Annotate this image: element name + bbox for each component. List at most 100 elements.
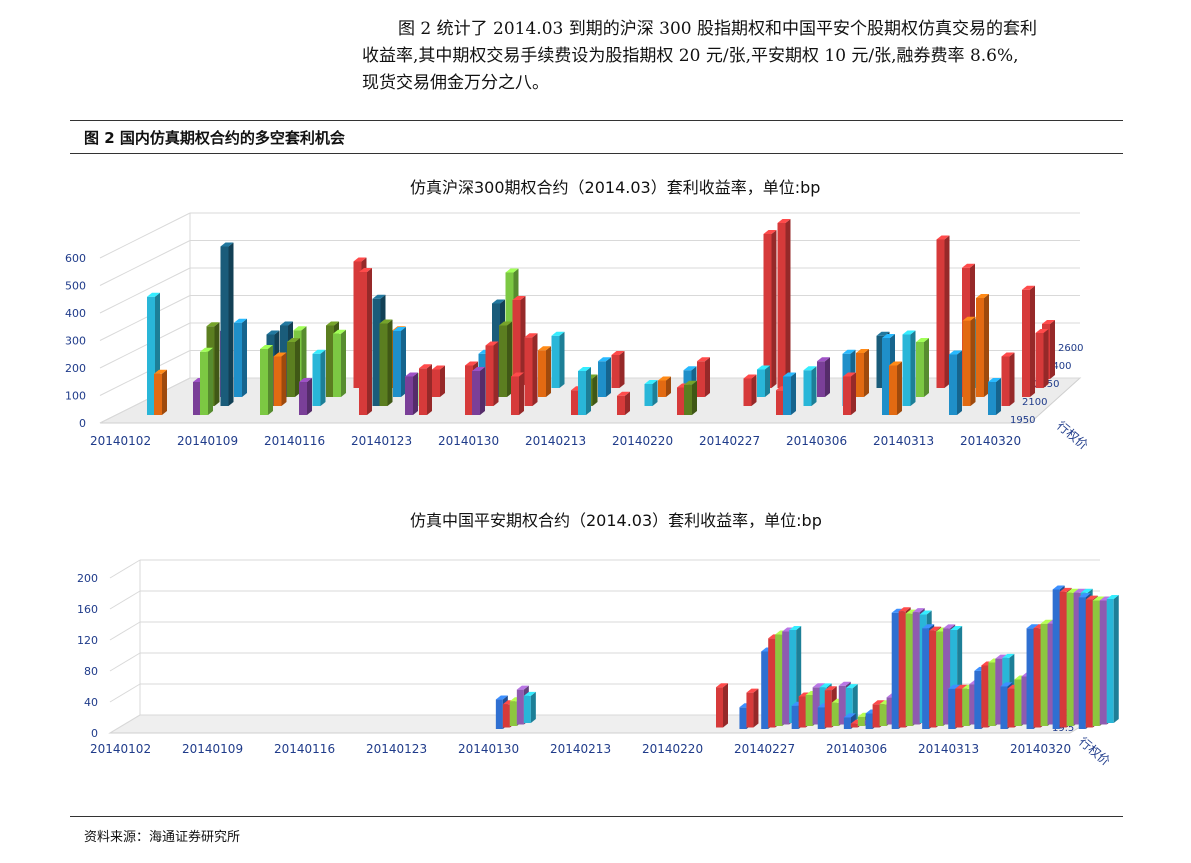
chart1-x-tick: 20140227	[699, 434, 760, 448]
chart1-bar	[379, 319, 393, 406]
chart2-grid-diag	[109, 683, 141, 703]
chart1-x-tick: 20140306	[786, 434, 847, 448]
chart1-bar	[936, 235, 950, 388]
paragraph-line-2: 收益率,其中期权交易手续费设为股指期权 20 元/张,平安期权 10 元/张,融…	[362, 46, 1019, 66]
chart1-bar	[512, 296, 526, 388]
chart1-depth-label: 行权价	[1054, 419, 1091, 453]
chart1-bar	[393, 327, 406, 397]
chart1-bar	[312, 349, 326, 406]
chart1-grid-diag	[99, 322, 191, 369]
chart2-x-tick: 20140109	[182, 742, 243, 756]
chart1-grid-diag	[99, 377, 191, 424]
chart1-bar	[988, 378, 1001, 415]
chart1-y-tick: 200	[65, 362, 86, 375]
chart1-bar	[511, 372, 524, 415]
chart1-bar	[976, 294, 989, 397]
chart2-x-tick: 20140227	[734, 742, 795, 756]
chart1-bar	[763, 230, 777, 388]
chart1-x-tick: 20140109	[177, 434, 238, 448]
chart1-x-tick: 20140313	[873, 434, 934, 448]
chart2-grid-diag	[109, 621, 141, 641]
chart1-title: 仿真沪深300期权合约（2014.03）套利收益率，单位:bp	[410, 178, 821, 197]
chart1-depth-tick: 1950	[1010, 415, 1035, 426]
chart1-bar	[1001, 352, 1015, 406]
chart2-grid-diag	[109, 559, 141, 579]
chart2-bar	[845, 684, 858, 723]
chart2-x-tick: 20140102	[90, 742, 151, 756]
chart1-bar	[538, 346, 551, 397]
chart1-grid-diag	[99, 295, 191, 341]
chart2-depth-label: 行权价	[1076, 735, 1113, 769]
chart2-bar	[716, 683, 728, 728]
chart2-bar	[746, 688, 759, 728]
chart1-bar	[843, 372, 856, 415]
chart1-bar	[817, 357, 830, 397]
chart1-bar	[472, 367, 485, 415]
chart2-grid-diag	[109, 714, 141, 734]
chart1-depth-tick: 2400	[1046, 361, 1071, 372]
paragraph-line-3: 现货交易佣金万分之八。	[362, 73, 549, 93]
chart2-x-tick: 20140213	[550, 742, 611, 756]
chart2-bar	[523, 691, 536, 723]
chart1-bar	[432, 365, 445, 397]
chart1-bar	[743, 374, 757, 406]
chart1-x-tick: 20140220	[612, 434, 673, 448]
source-note: 资料来源：海通证券研究所	[84, 830, 241, 845]
chart1-grid-diag	[99, 350, 191, 396]
figure-caption-bar: 图 2 国内仿真期权合约的多空套利机会	[70, 120, 1123, 154]
chart1-bar	[617, 391, 630, 415]
chart1-bar	[419, 364, 432, 415]
chart2-x-tick: 20140313	[918, 742, 979, 756]
chart2-y-tick: 40	[84, 696, 98, 709]
chart1-bar	[684, 380, 697, 415]
chart1-bar	[200, 347, 213, 415]
chart1-bar	[299, 378, 312, 415]
chart1-bar	[1022, 285, 1035, 397]
chart2-grid-diag	[109, 652, 141, 672]
chart2-y-tick: 160	[77, 603, 98, 616]
chart1-bar	[856, 349, 869, 397]
chart1-y-tick: 500	[65, 280, 86, 293]
chart1-bar	[949, 350, 962, 415]
chart1-depth-tick: 2100	[1022, 397, 1047, 408]
chart2-depth-tick: 19.5	[1052, 723, 1074, 734]
chart1-bar	[611, 351, 625, 388]
chart1-bar	[803, 366, 817, 406]
chart1-grid-diag	[99, 240, 191, 286]
chart2-bar	[1106, 595, 1119, 723]
chart2-title: 仿真中国平安期权合约（2014.03）套利收益率，单位:bp	[410, 511, 822, 530]
chart1-bar	[644, 380, 658, 406]
chart1-bar	[499, 321, 512, 397]
chart1-depth-tick: 2600	[1058, 343, 1083, 354]
chart2-grid-diag	[109, 590, 141, 610]
intro-paragraph: 图 2 统计了 2014.03 到期的沪深 300 股指期权和中国平安个股期权仿…	[362, 16, 1132, 97]
chart2-pingan: 0 40 80 120 160 200 20140102 20140109 20140116 20…	[77, 559, 1119, 769]
chart1-bar	[889, 361, 902, 415]
chart1-bar	[658, 376, 671, 397]
chart1-bar	[962, 316, 976, 406]
chart1-x-tick: 20140130	[438, 434, 499, 448]
bottom-rule	[70, 816, 1123, 817]
chart1-y-tick: 0	[79, 417, 86, 430]
chart1-bar	[273, 352, 287, 406]
chart1-bar	[1035, 329, 1049, 388]
chart1-bar	[902, 330, 916, 406]
chart1-bar	[359, 268, 372, 415]
chart2-x-tick: 20140130	[458, 742, 519, 756]
chart1-y-tick: 100	[65, 390, 86, 403]
chart1-grid-diag	[99, 267, 191, 314]
chart1-bar	[598, 357, 611, 397]
chart1-bar	[578, 367, 591, 415]
chart1-bar	[697, 357, 710, 397]
chart1-x-tick: 20140102	[90, 434, 151, 448]
chart1-y-tick: 400	[65, 307, 86, 320]
chart1-bar	[551, 331, 565, 388]
chart1-x-tick: 20140116	[264, 434, 325, 448]
chart2-x-tick: 20140306	[826, 742, 887, 756]
paragraph-line-1: 图 2 统计了 2014.03 到期的沪深 300 股指期权和中国平安个股期权仿…	[398, 19, 1037, 39]
chart2-y-tick: 80	[84, 665, 98, 678]
chart1-bar	[287, 338, 300, 397]
chart1-bar	[234, 318, 247, 397]
chart2-x-tick: 20140220	[642, 742, 703, 756]
chart1-bar	[783, 372, 796, 415]
